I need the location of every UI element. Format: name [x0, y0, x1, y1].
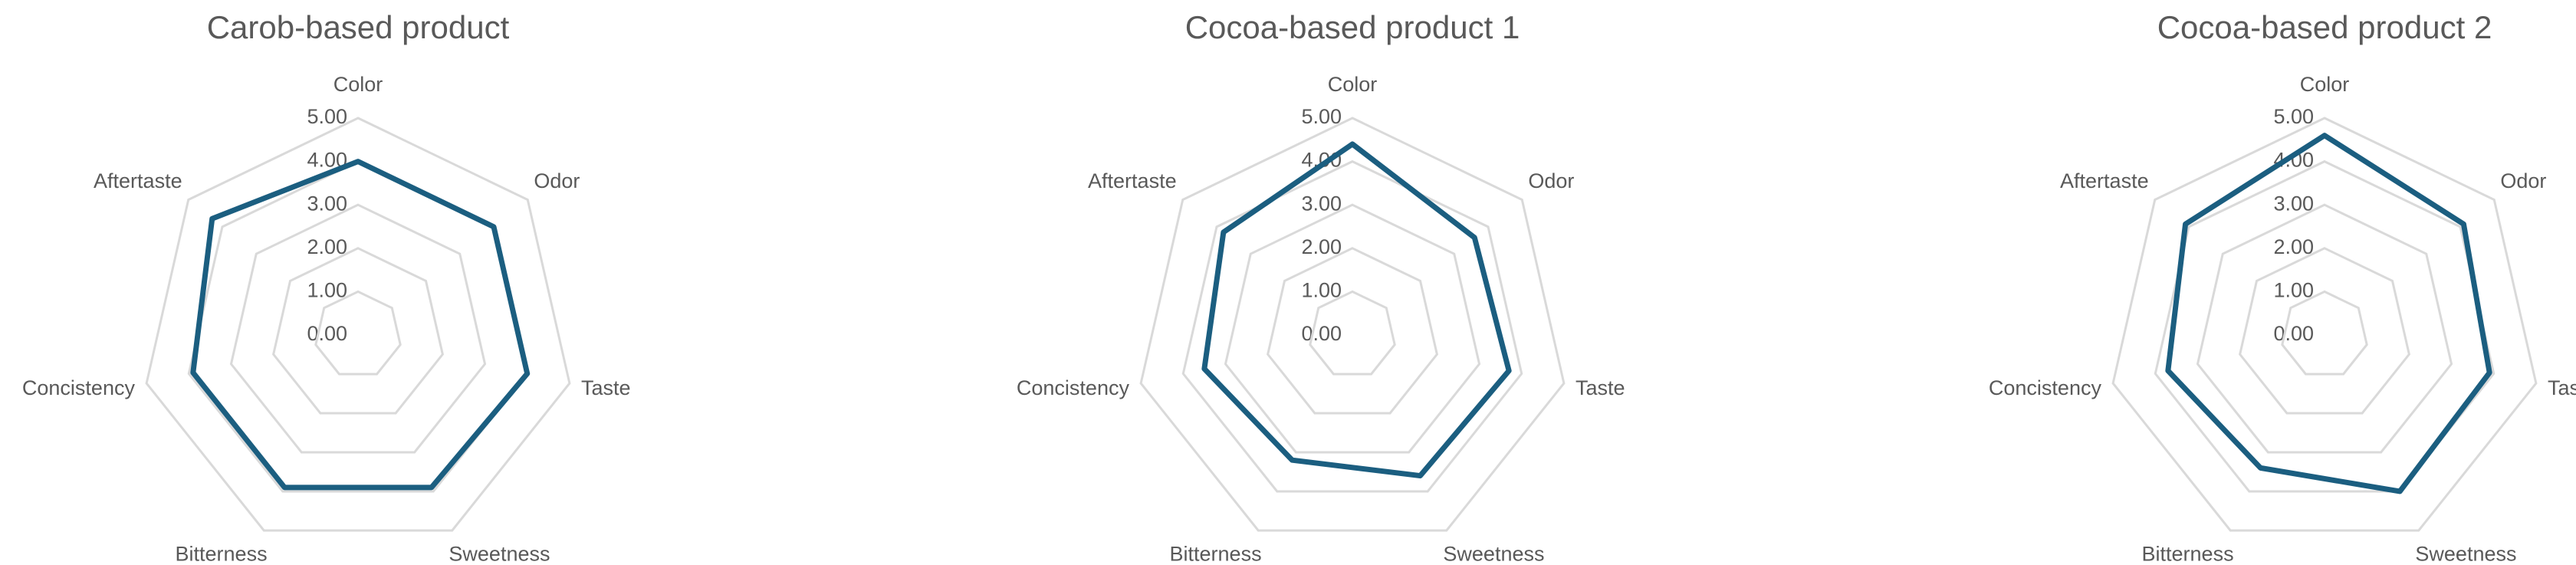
r-tick-label: 3.00	[2273, 192, 2314, 215]
axis-label: Sweetness	[1443, 543, 1544, 565]
grid-ring	[272, 247, 444, 415]
axis-label: Sweetness	[449, 543, 550, 565]
axis-label: Odor	[534, 169, 580, 192]
axis-label: Odor	[2500, 169, 2546, 192]
r-tick-label: 2.00	[2273, 235, 2314, 258]
r-tick-label: 0.00	[1301, 322, 1342, 345]
axis-label: Color	[1328, 73, 1378, 96]
r-tick-label: 1.00	[307, 279, 347, 302]
axis-label: Taste	[2548, 376, 2576, 399]
data-line	[1201, 141, 1512, 479]
radar-chart: Cocoa-based product 10.001.002.003.004.0…	[1017, 9, 1625, 565]
grid-ring	[2111, 117, 2538, 532]
data-line	[2165, 133, 2492, 494]
r-tick-label: 2.00	[307, 235, 347, 258]
r-tick-label: 3.00	[1301, 192, 1342, 215]
grid-ring	[2196, 203, 2453, 454]
grid-ring	[2281, 290, 2368, 376]
axis-label: Bitterness	[176, 543, 268, 565]
axis-label: Aftertaste	[94, 169, 182, 192]
axis-label: Concistency	[1017, 376, 1130, 399]
data-line	[190, 159, 531, 491]
axis-label: Bitterness	[1170, 543, 1262, 565]
grid-ring	[1267, 247, 1438, 415]
axis-label: Aftertaste	[1088, 169, 1177, 192]
axis-label: Bitterness	[2142, 543, 2234, 565]
grid-ring	[2239, 247, 2410, 415]
grid-ring	[229, 203, 487, 454]
r-tick-label: 2.00	[1301, 235, 1342, 258]
r-tick-label: 0.00	[307, 322, 347, 345]
axis-label: Color	[2300, 73, 2350, 96]
r-tick-label: 1.00	[1301, 279, 1342, 302]
r-tick-label: 5.00	[1301, 105, 1342, 128]
grid-ring	[314, 290, 402, 376]
r-tick-label: 5.00	[307, 105, 347, 128]
chart-title: Cocoa-based product 1	[1185, 9, 1520, 45]
grid-ring	[1224, 203, 1481, 454]
r-tick-label: 3.00	[307, 192, 347, 215]
axis-label: Taste	[1576, 376, 1625, 399]
axis-label: Concistency	[22, 376, 136, 399]
grid-ring	[145, 117, 571, 532]
r-tick-label: 0.00	[2273, 322, 2314, 345]
radar-chart: Cocoa-based product 20.001.002.003.004.0…	[1989, 9, 2576, 565]
grid-ring	[1139, 117, 1566, 532]
grid-ring	[1181, 159, 1523, 493]
radar-chart: Carob-based product0.001.002.003.004.005…	[22, 9, 631, 565]
axis-label: Concistency	[1989, 376, 2102, 399]
chart-title: Cocoa-based product 2	[2157, 9, 2492, 45]
axis-label: Color	[334, 73, 383, 96]
axis-label: Aftertaste	[2060, 169, 2149, 192]
axis-label: Odor	[1528, 169, 1574, 192]
r-tick-label: 5.00	[2273, 105, 2314, 128]
chart-title: Carob-based product	[207, 9, 510, 45]
r-tick-label: 1.00	[2273, 279, 2314, 302]
axis-label: Sweetness	[2415, 543, 2516, 565]
grid-ring	[1309, 290, 1396, 376]
axis-label: Taste	[581, 376, 631, 399]
